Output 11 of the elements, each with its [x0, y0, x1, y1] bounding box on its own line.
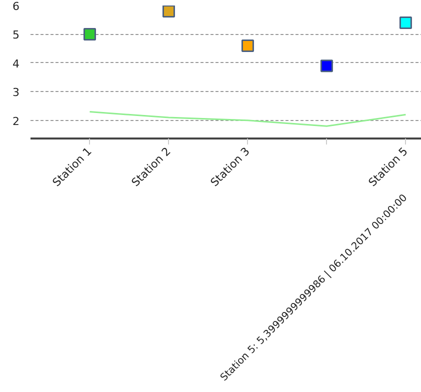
- y-tick-label: 4: [12, 57, 20, 70]
- line-series: [88, 111, 406, 127]
- point: [83, 28, 96, 40]
- y-tick-label: 6: [12, 0, 20, 13]
- y-tick-label: 2: [12, 114, 20, 128]
- point: [399, 16, 412, 29]
- y-tick-label: 5: [12, 28, 20, 42]
- point: [320, 60, 333, 72]
- point: [162, 6, 175, 18]
- point: [241, 39, 254, 52]
- y-tick-label: 3: [12, 86, 20, 100]
